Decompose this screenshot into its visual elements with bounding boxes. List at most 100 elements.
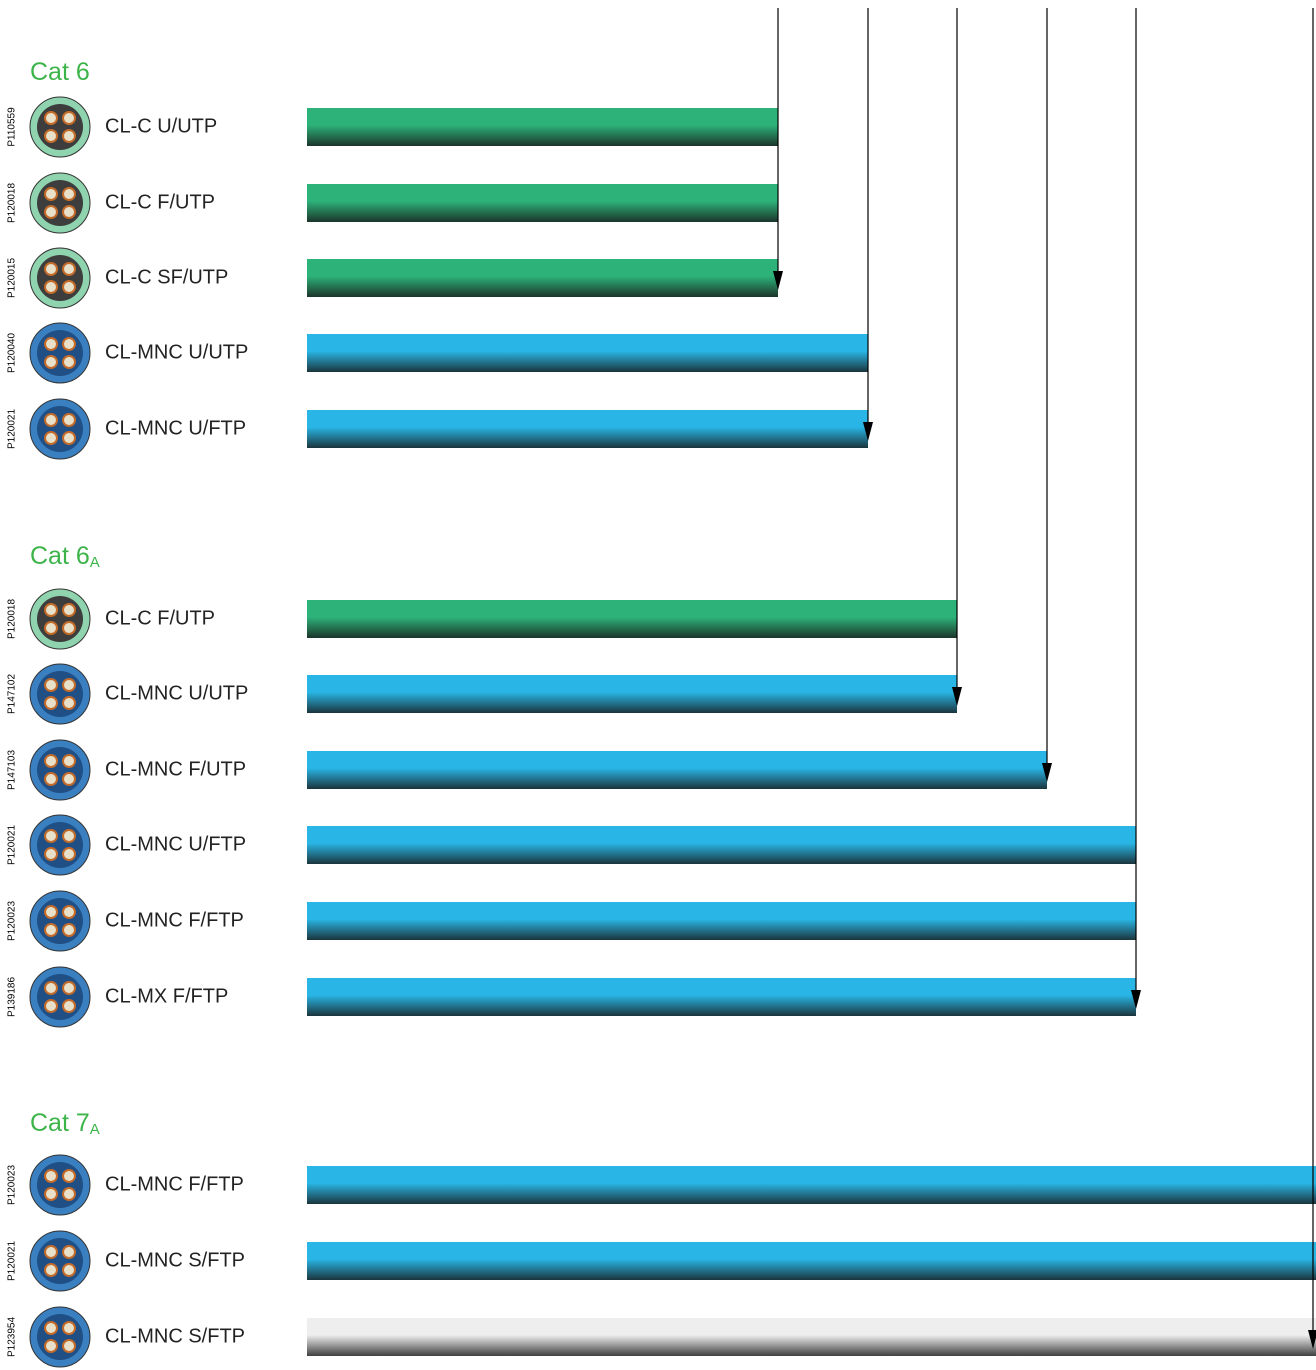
cable-pair — [44, 1321, 58, 1335]
cable-icon-core — [37, 596, 83, 642]
cable-pair — [62, 355, 76, 369]
product-code: P120018 — [7, 599, 18, 639]
cable-pair — [44, 1169, 58, 1183]
cable-pair — [44, 829, 58, 843]
cable-pair — [62, 603, 76, 617]
product-name: CL-C U/UTP — [105, 115, 217, 137]
cable-pair — [44, 111, 58, 125]
cable-pair — [44, 754, 58, 768]
group-subscript: A — [90, 554, 100, 571]
cable-pair — [62, 205, 76, 219]
group-title-text: Cat 6 — [30, 58, 90, 86]
bar — [307, 826, 1136, 864]
bar — [307, 600, 957, 638]
product-code: P120018 — [7, 183, 18, 223]
cable-pair — [44, 905, 58, 919]
cable-pair — [44, 621, 58, 635]
cable-pair — [44, 999, 58, 1013]
product-name: CL-MX F/FTP — [105, 985, 228, 1007]
group-title: Cat 6 — [30, 58, 90, 86]
cable-pair — [44, 187, 58, 201]
cable-pair — [62, 772, 76, 786]
product-name: CL-MNC F/FTP — [105, 909, 244, 931]
cable-pair — [44, 129, 58, 143]
cable-icon-core — [37, 255, 83, 301]
bar — [307, 1166, 1316, 1204]
cable-icon-core — [37, 747, 83, 793]
cable-pair — [44, 696, 58, 710]
cable-pair — [62, 1339, 76, 1353]
group-title-text: Cat 6 — [30, 542, 90, 570]
cable-pair — [44, 280, 58, 294]
product-code: P120023 — [7, 1165, 18, 1205]
limit-arrow — [1308, 1330, 1316, 1349]
cable-pair — [62, 1321, 76, 1335]
cable-pair — [62, 847, 76, 861]
group-title-text: Cat 7 — [30, 1109, 90, 1137]
cable-pair — [44, 1339, 58, 1353]
bar — [307, 675, 957, 713]
cable-pair — [44, 205, 58, 219]
cable-pair — [44, 772, 58, 786]
group-subscript: A — [90, 1121, 100, 1138]
cable-icon-core — [37, 822, 83, 868]
product-code: P147103 — [7, 750, 18, 790]
group-title: Cat 6A — [30, 542, 100, 571]
bar — [307, 1242, 1316, 1280]
bar — [307, 751, 1047, 789]
cable-pair — [62, 678, 76, 692]
cable-pair — [62, 111, 76, 125]
cable-pair — [62, 999, 76, 1013]
product-name: CL-C SF/UTP — [105, 266, 228, 288]
bar — [307, 978, 1136, 1016]
product-name: CL-MNC S/FTP — [105, 1249, 245, 1271]
cable-pair — [62, 981, 76, 995]
cable-pair — [44, 847, 58, 861]
cable-pair — [62, 337, 76, 351]
cable-pair — [62, 696, 76, 710]
cable-pair — [62, 129, 76, 143]
cable-icon-core — [37, 406, 83, 452]
limit-arrow — [952, 687, 962, 706]
cable-pair — [44, 413, 58, 427]
bar — [307, 334, 868, 372]
product-code: P120015 — [7, 258, 18, 298]
cable-pair — [62, 1187, 76, 1201]
cable-pair — [62, 1263, 76, 1277]
cable-icon-core — [37, 330, 83, 376]
product-code: P120021 — [7, 1241, 18, 1281]
limit-arrow — [773, 271, 783, 290]
cable-icon-core — [37, 1314, 83, 1360]
cable-icon-core — [37, 898, 83, 944]
cable-icon-core — [37, 104, 83, 150]
product-code: P147102 — [7, 674, 18, 714]
cable-pair — [44, 981, 58, 995]
cable-pair — [62, 187, 76, 201]
product-name: CL-MNC U/UTP — [105, 682, 248, 704]
cable-pair — [44, 603, 58, 617]
product-name: CL-MNC S/FTP — [105, 1325, 245, 1347]
product-code: P120021 — [7, 409, 18, 449]
cable-icon-core — [37, 974, 83, 1020]
cable-pair — [44, 1263, 58, 1277]
product-code: P120023 — [7, 901, 18, 941]
product-name: CL-MNC U/UTP — [105, 341, 248, 363]
cable-pair — [62, 1169, 76, 1183]
cable-pair — [44, 355, 58, 369]
cable-pair — [44, 1187, 58, 1201]
cable-pair — [62, 754, 76, 768]
bar — [307, 259, 778, 297]
cable-icon-core — [37, 1162, 83, 1208]
limit-arrow — [1042, 763, 1052, 782]
cable-pair — [62, 280, 76, 294]
group-title: Cat 7A — [30, 1109, 100, 1138]
cable-icon-core — [37, 671, 83, 717]
cable-pair — [62, 923, 76, 937]
cable-pair — [62, 905, 76, 919]
cable-pair — [44, 678, 58, 692]
product-name: CL-C F/UTP — [105, 607, 215, 629]
product-code: P120040 — [7, 333, 18, 373]
cable-pair — [62, 413, 76, 427]
cable-pair — [62, 829, 76, 843]
